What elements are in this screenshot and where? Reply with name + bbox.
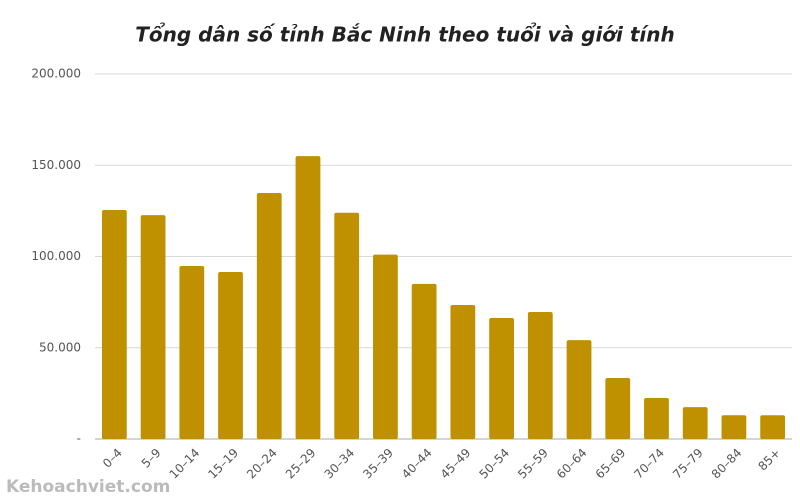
bar [101, 209, 127, 439]
y-tick-label: 150.000 [31, 158, 81, 172]
bar [682, 407, 708, 439]
y-tick-label: 100.000 [31, 249, 81, 263]
y-tick-label: 200.000 [31, 67, 81, 81]
bar [605, 378, 631, 439]
bar [256, 192, 282, 439]
bar [721, 415, 747, 439]
bar [179, 265, 205, 439]
bar [373, 254, 398, 439]
bar [489, 318, 514, 439]
bar [140, 215, 166, 439]
bar [334, 212, 360, 439]
y-tick-label: - [77, 432, 81, 446]
watermark: Kehoachviet.com [6, 477, 170, 497]
chart-title: Tổng dân số tỉnh Bắc Ninh theo tuổi và g… [135, 23, 675, 47]
bar [527, 311, 553, 439]
bar [295, 156, 321, 439]
bar [218, 272, 243, 439]
bar [566, 340, 592, 439]
bar [450, 305, 476, 439]
bar [760, 415, 786, 439]
bar [644, 397, 669, 439]
y-tick-label: 50.000 [39, 340, 81, 354]
bar [411, 283, 437, 439]
